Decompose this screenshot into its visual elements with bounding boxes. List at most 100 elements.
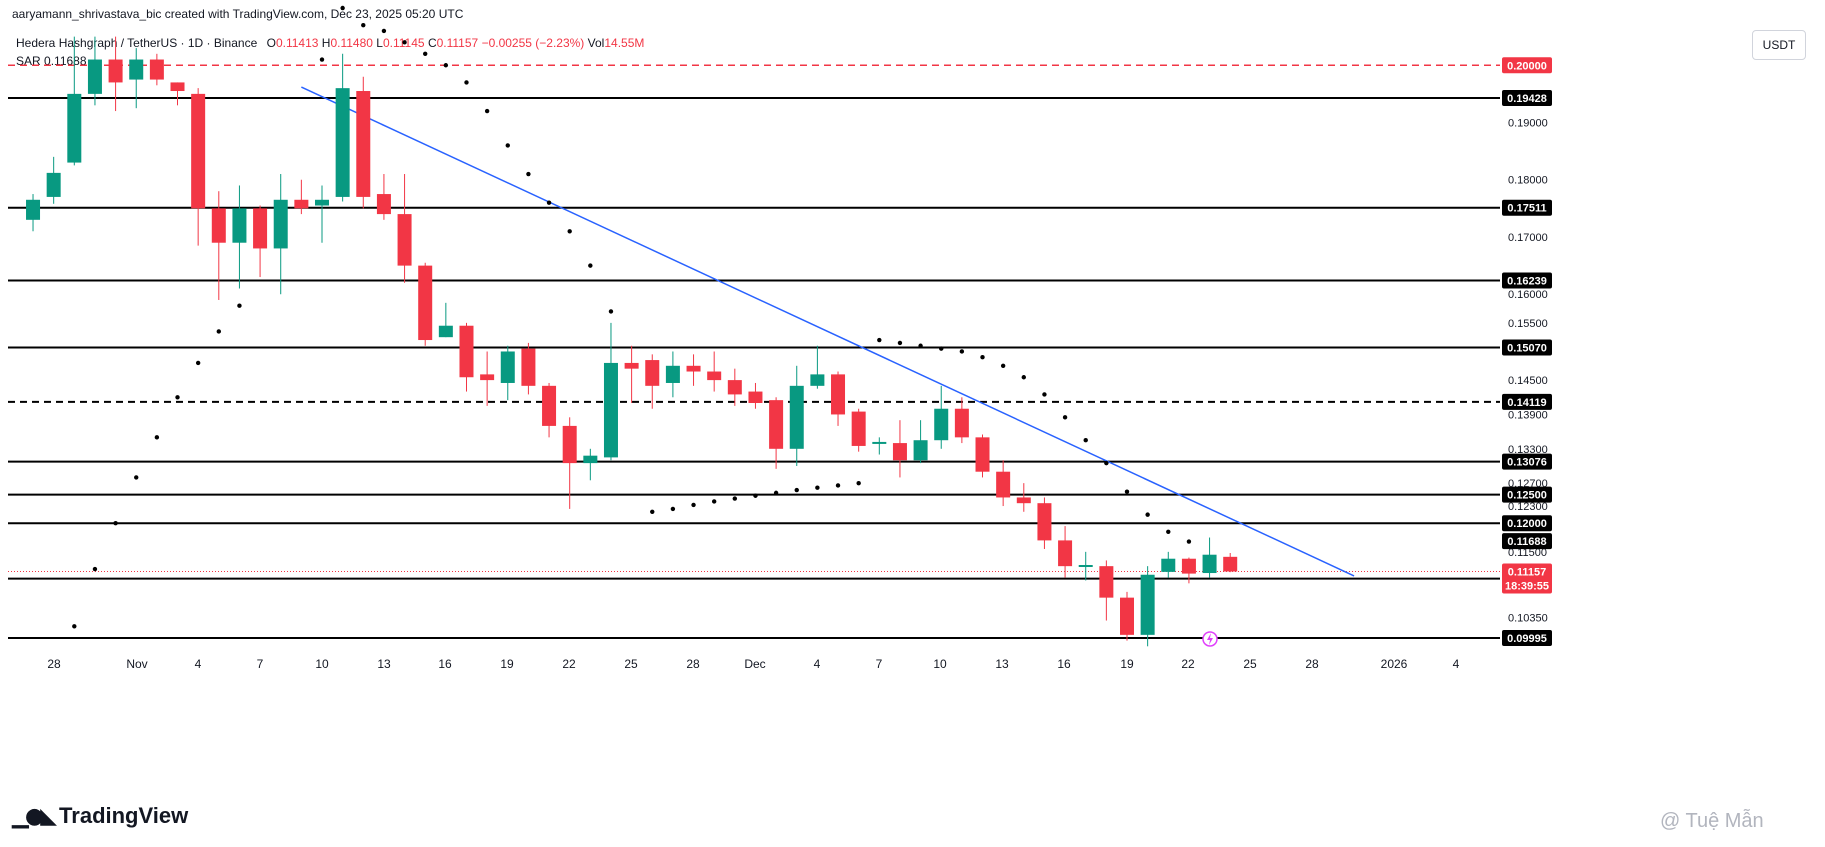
candle-body: [232, 208, 247, 243]
sar-dot: [567, 229, 572, 234]
candle-body: [1058, 540, 1073, 567]
candle-body: [1161, 558, 1176, 572]
candle-body: [315, 199, 329, 206]
sar-dot: [464, 80, 469, 85]
candle-body: [934, 408, 949, 441]
time-axis-tick: 7: [257, 657, 264, 671]
candle-body: [438, 325, 453, 338]
level-badge: [1502, 486, 1552, 503]
sar-dot: [877, 337, 882, 343]
time-axis-tick: 4: [1453, 657, 1460, 671]
sar-dot: [588, 263, 593, 268]
sar-dot: [154, 435, 160, 440]
candle-body: [480, 374, 495, 381]
candle-body: [583, 455, 598, 464]
sar-dot: [650, 509, 655, 514]
sar-value: 0.11688: [44, 54, 87, 68]
candle-body: [872, 441, 887, 444]
candle-body: [892, 443, 907, 461]
level-badge: [1502, 630, 1552, 646]
candle-body: [665, 365, 680, 383]
candle-body: [975, 437, 990, 472]
candle-body: [418, 265, 433, 341]
sar-dot: [608, 309, 614, 314]
sar-label: SAR: [16, 54, 41, 68]
trendline: [301, 86, 1355, 577]
time-axis-tick: 28: [47, 657, 61, 671]
price-axis-tick: 0.13900: [1508, 409, 1548, 421]
watermark: @ Tuệ Mẫn: [1660, 810, 1764, 833]
time-axis-tick: 28: [686, 657, 700, 671]
sar-dot: [72, 624, 77, 629]
price-axis-tick: 0.12300: [1508, 501, 1548, 513]
time-axis-tick: 10: [315, 657, 329, 671]
level-badge: [1502, 199, 1552, 216]
open-value: 0.11413: [275, 36, 319, 50]
sar-dot: [959, 349, 965, 354]
time-axis-tick: Dec: [744, 657, 765, 671]
sar-dot: [732, 496, 738, 501]
legend: Hedera Hashgraph / TetherUS · 1D · Binan…: [16, 35, 644, 70]
candle-body: [129, 59, 144, 80]
candle-body: [810, 374, 825, 386]
price-axis-tick: 0.16000: [1508, 289, 1548, 301]
volume-label: Vol: [587, 36, 605, 50]
candle-body: [1078, 565, 1093, 568]
low-label: L: [376, 36, 383, 50]
candle-body: [356, 91, 371, 197]
sar-dot: [381, 28, 387, 34]
candle-body: [624, 362, 639, 369]
tradingview-logo[interactable]: ▁●◣ TradingView: [12, 803, 188, 829]
price-axis-tick: 0.15500: [1508, 318, 1548, 330]
sar-dot: [711, 499, 717, 504]
time-axis-tick: 22: [562, 657, 576, 671]
sar-dot: [897, 340, 903, 346]
time-axis-tick: 13: [377, 657, 391, 671]
candle-body: [108, 59, 123, 83]
sar-dot: [546, 200, 552, 205]
time-axis-tick: 25: [1243, 657, 1257, 671]
candle-body: [335, 88, 350, 197]
candle-body: [26, 199, 41, 220]
time-axis-tick: 19: [500, 657, 514, 671]
candle-body: [1140, 574, 1155, 635]
sar-dot: [1124, 489, 1130, 494]
sar-dot: [1042, 392, 1047, 397]
level-badge-label: 0.13076: [1507, 457, 1547, 469]
candle-body: [294, 199, 309, 209]
candle-body: [707, 371, 722, 381]
candle-body: [686, 365, 701, 372]
event-icon[interactable]: [1202, 631, 1218, 647]
symbol-title[interactable]: Hedera Hashgraph / TetherUS · 1D · Binan…: [16, 36, 258, 50]
open-label: O: [266, 36, 276, 50]
candle-body: [913, 440, 928, 461]
candle-body: [1120, 597, 1134, 635]
candle-body: [769, 400, 784, 449]
sar-dot: [505, 143, 510, 148]
candle-body: [851, 411, 866, 446]
price-axis-tick: 0.18000: [1508, 175, 1548, 187]
sar-dot: [918, 343, 923, 348]
candle-body: [748, 391, 763, 404]
currency-selector[interactable]: USDT: [1752, 30, 1806, 60]
time-axis-tick: 22: [1181, 657, 1195, 671]
candle-body: [996, 471, 1011, 498]
sar-dot: [175, 395, 180, 400]
candle-body: [170, 82, 185, 92]
sar-dot: [1166, 529, 1171, 535]
candle-body: [253, 208, 268, 249]
time-axis-tick: 7: [876, 657, 883, 671]
candle-body: [376, 194, 391, 215]
candle-body: [67, 93, 82, 163]
sar-dot: [835, 483, 841, 488]
tradingview-logo-text: TradingView: [59, 803, 189, 828]
sar-dot: [484, 108, 490, 114]
legend-ohlc-row: Hedera Hashgraph / TetherUS · 1D · Binan…: [16, 35, 644, 52]
close-value: 0.11157: [436, 36, 479, 50]
candle-body: [542, 385, 557, 426]
level-badge: [1502, 272, 1552, 289]
level-badge-label: 0.17511: [1507, 203, 1546, 215]
legend-sar-row[interactable]: SAR 0.11688: [16, 53, 644, 70]
candle-body: [273, 199, 288, 249]
